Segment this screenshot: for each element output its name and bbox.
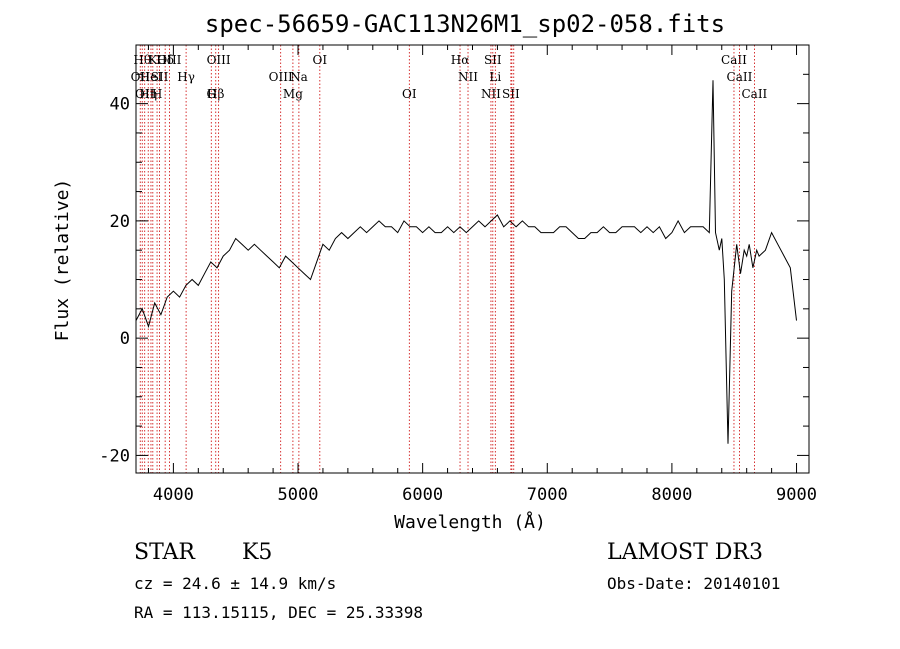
x-tick-label: 6000 (402, 485, 443, 505)
emission-line-markers: OIIHθOIIHηHeIKHSIIHδOIIIHγGHβOIIIOIIIMgN… (131, 45, 768, 473)
line-marker-label: OII (131, 70, 151, 84)
line-marker-label: SII (502, 87, 520, 101)
object-subclass: K5 (242, 540, 273, 565)
line-marker-label: K (148, 53, 158, 67)
line-marker-label: Li (489, 70, 501, 84)
coordinates-text: RA = 113.15115, DEC = 25.33398 (134, 603, 423, 622)
spectrum-chart: spec-56659-GAC113N26M1_sp02-058.fits OII… (52, 10, 817, 533)
line-marker-label: OI (402, 87, 417, 101)
spectrum-series (135, 80, 797, 444)
line-marker-label: Na (290, 70, 308, 84)
x-tick-label: 9000 (776, 485, 817, 505)
line-marker-label: OIII (207, 53, 231, 67)
survey-name: LAMOST DR3 (607, 540, 763, 565)
chart-axes: 4000 5000 6000 7000 8000 9000 -20 0 20 40 (99, 45, 817, 505)
object-class: STAR (134, 540, 195, 565)
x-tick-label: 5000 (278, 485, 319, 505)
x-axis-label: Wavelength (Å) (394, 511, 546, 533)
line-marker-label: OIII (269, 70, 293, 84)
line-marker-label: Hα (451, 53, 470, 67)
line-marker-label: Hθ (133, 53, 151, 67)
x-tick-label: 7000 (527, 485, 568, 505)
spectrum-line (135, 80, 797, 444)
redshift-text: cz = 24.6 ± 14.9 km/s (134, 574, 337, 593)
line-marker-label: OI (313, 53, 328, 67)
line-marker-label: SII (151, 70, 169, 84)
plot-frame (135, 44, 810, 474)
line-marker-label: CaII (727, 70, 753, 84)
y-tick-label: 0 (120, 329, 130, 349)
line-marker-label: Hβ (207, 87, 224, 101)
obs-date-text: Obs-Date: 20140101 (607, 574, 781, 593)
x-tick-label: 8000 (651, 485, 692, 505)
y-axis-label: Flux (relative) (52, 179, 73, 342)
x-tick-label: 4000 (153, 485, 194, 505)
line-marker-label: OIII (157, 53, 181, 67)
line-marker-label: CaII (721, 53, 747, 67)
y-tick-label: 40 (110, 95, 130, 115)
line-marker-label: SII (484, 53, 502, 67)
line-marker-label: Mg (283, 87, 303, 101)
line-marker-label: G (206, 87, 216, 101)
y-tick-label: 20 (110, 212, 130, 232)
line-marker-label: NII (481, 87, 501, 101)
line-marker-label: Hγ (177, 70, 195, 84)
line-marker-label: H (152, 87, 162, 101)
chart-title: spec-56659-GAC113N26M1_sp02-058.fits (205, 10, 725, 38)
y-tick-label: -20 (99, 446, 130, 466)
line-marker-label: NII (458, 70, 478, 84)
line-marker-label: OII (135, 87, 155, 101)
line-marker-label: CaII (741, 87, 767, 101)
